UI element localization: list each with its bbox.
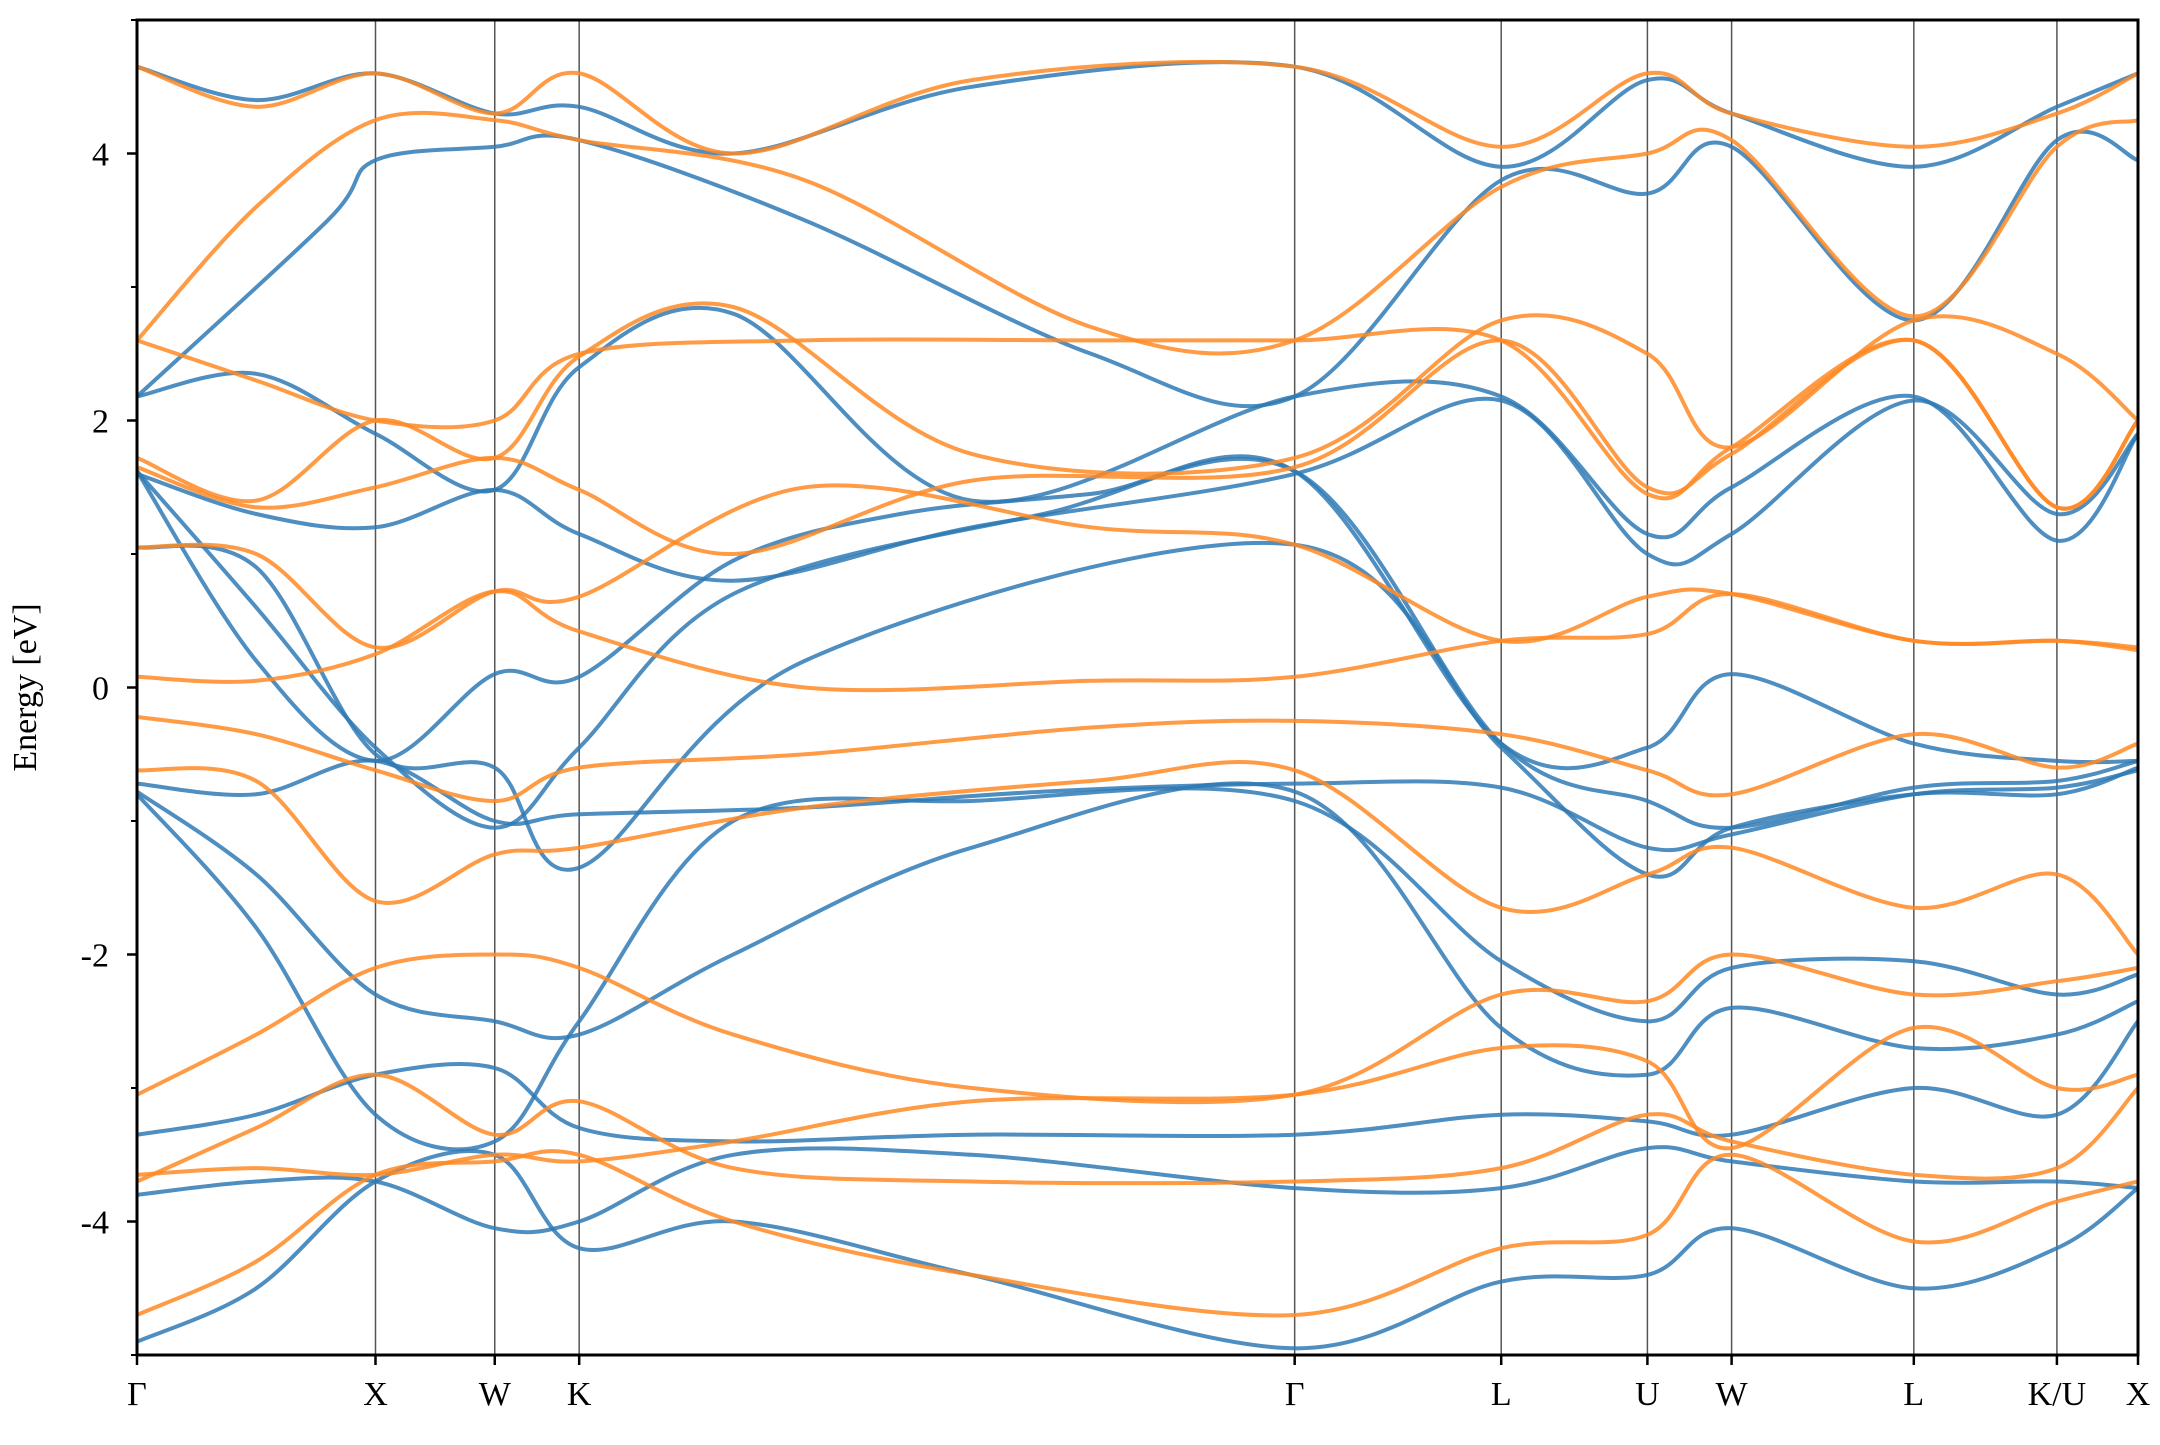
band-line-s1-b11: [137, 1149, 2138, 1318]
x-tick-label: K/U: [2028, 1376, 2087, 1413]
band-line-s1-b8: [137, 327, 2138, 511]
x-tick-label: X: [363, 1376, 388, 1413]
x-tick-label: L: [1903, 1376, 1924, 1413]
y-tick-label: 2: [92, 404, 109, 441]
x-tick-label: W: [1716, 1376, 1749, 1413]
band-line-s0-b4: [137, 540, 2138, 879]
x-tick-label: L: [1491, 1376, 1512, 1413]
band-line-s1-b5: [137, 483, 2138, 650]
x-tick-label: X: [2126, 1376, 2151, 1413]
y-tick-label: -4: [81, 1205, 109, 1242]
band-line-s0-b5: [137, 306, 2138, 543]
y-axis-title: Energy [eV]: [7, 603, 44, 771]
band-line-s0-b1: [137, 758, 2138, 853]
band-line-s1-b0: [137, 589, 2138, 693]
x-tick-label: Γ: [1285, 1376, 1305, 1413]
y-axis-ticks: -4 -2 0 2 4: [81, 19, 137, 1356]
band-line-s0-b12: [137, 786, 2138, 1152]
band-line-s1-b6: [137, 110, 2138, 356]
high-symmetry-lines: [374, 20, 2058, 1355]
band-line-s1-b7: [137, 59, 2138, 156]
band-line-s0-b9: [137, 1019, 2138, 1144]
band-line-s0-b11: [137, 1149, 2138, 1351]
y-tick-label: -2: [81, 938, 109, 975]
x-tick-label: U: [1635, 1376, 1660, 1413]
y-tick-label: 0: [92, 671, 109, 708]
band-line-s0-b0: [137, 781, 2138, 1078]
band-line-s0-b7: [137, 129, 2138, 409]
band-line-s0-b10: [137, 1145, 2138, 1235]
band-line-s1-b1: [137, 714, 2138, 804]
x-axis-ticks: Γ X W K Γ L U W L K/U X: [127, 1355, 2150, 1413]
band-line-s1-b9: [137, 952, 2138, 1105]
band-lines: [137, 59, 2138, 1351]
y-tick-label: 4: [92, 137, 109, 174]
band-line-s0-b6: [137, 396, 2138, 583]
band-line-s0-b2: [137, 454, 2138, 771]
x-tick-label: Γ: [127, 1376, 147, 1413]
band-line-s1-b12: [137, 1072, 2138, 1186]
band-line-s0-b3: [137, 456, 2138, 830]
band-line-s1-b2: [137, 760, 2138, 956]
x-tick-label: W: [479, 1376, 512, 1413]
x-tick-label: K: [567, 1376, 592, 1413]
